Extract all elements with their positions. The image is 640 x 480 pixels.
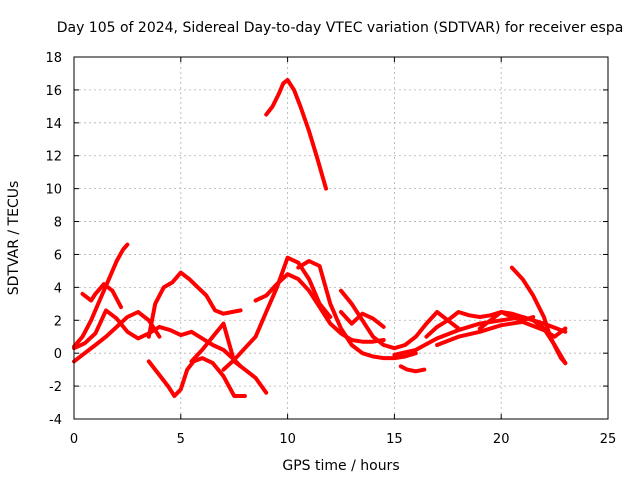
axis-ticks: 0 5 10 15 20 25 -4 -2 0 2 4 6 8 10 12 14 16 18 xyxy=(45,51,616,447)
x-axis-label: GPS time / hours xyxy=(282,458,399,474)
series-track-15 xyxy=(392,315,568,357)
data-series xyxy=(72,78,568,398)
series-track-2 xyxy=(72,310,162,364)
x-tick-label: 15 xyxy=(386,432,403,447)
y-tick-label: 6 xyxy=(54,248,62,263)
series-track-3 xyxy=(80,282,123,310)
x-tick-label: 25 xyxy=(600,432,617,447)
y-tick-label: 12 xyxy=(45,150,62,165)
series-track-11 xyxy=(296,259,418,361)
x-tick-label: 20 xyxy=(493,432,510,447)
x-tick-label: 5 xyxy=(177,432,185,447)
y-tick-label: 10 xyxy=(45,183,62,198)
series-track-1 xyxy=(72,242,130,349)
series-track-7 xyxy=(189,321,269,395)
y-tick-label: 2 xyxy=(54,314,62,329)
x-tick-label: 0 xyxy=(70,432,78,447)
series-track-14 xyxy=(398,364,427,374)
series-track-16 xyxy=(424,310,536,339)
y-tick-label: 16 xyxy=(45,84,62,99)
y-tick-label: 14 xyxy=(45,117,62,132)
x-tick-label: 10 xyxy=(279,432,296,447)
y-tick-label: 0 xyxy=(54,347,62,362)
plot-frame xyxy=(73,56,609,420)
series-track-4 xyxy=(72,308,243,369)
series-track-10 xyxy=(253,272,386,344)
series-track-8 xyxy=(221,255,333,372)
series-track-19 xyxy=(435,319,568,347)
gridlines xyxy=(74,57,608,419)
y-axis-label: SDTVAR / TECUs xyxy=(6,181,22,296)
series-track-6 xyxy=(146,356,247,398)
series-track-18 xyxy=(509,265,568,366)
y-tick-label: -2 xyxy=(49,380,62,395)
y-tick-label: 8 xyxy=(54,216,62,231)
series-track-5 xyxy=(146,270,243,339)
y-tick-label: 18 xyxy=(45,51,62,66)
series-track-13 xyxy=(339,310,386,329)
chart-title: Day 105 of 2024, Sidereal Day-to-day VTE… xyxy=(57,20,624,36)
y-tick-label: 4 xyxy=(54,281,62,296)
y-tick-label: -4 xyxy=(49,413,62,428)
series-track-9 xyxy=(264,78,328,191)
